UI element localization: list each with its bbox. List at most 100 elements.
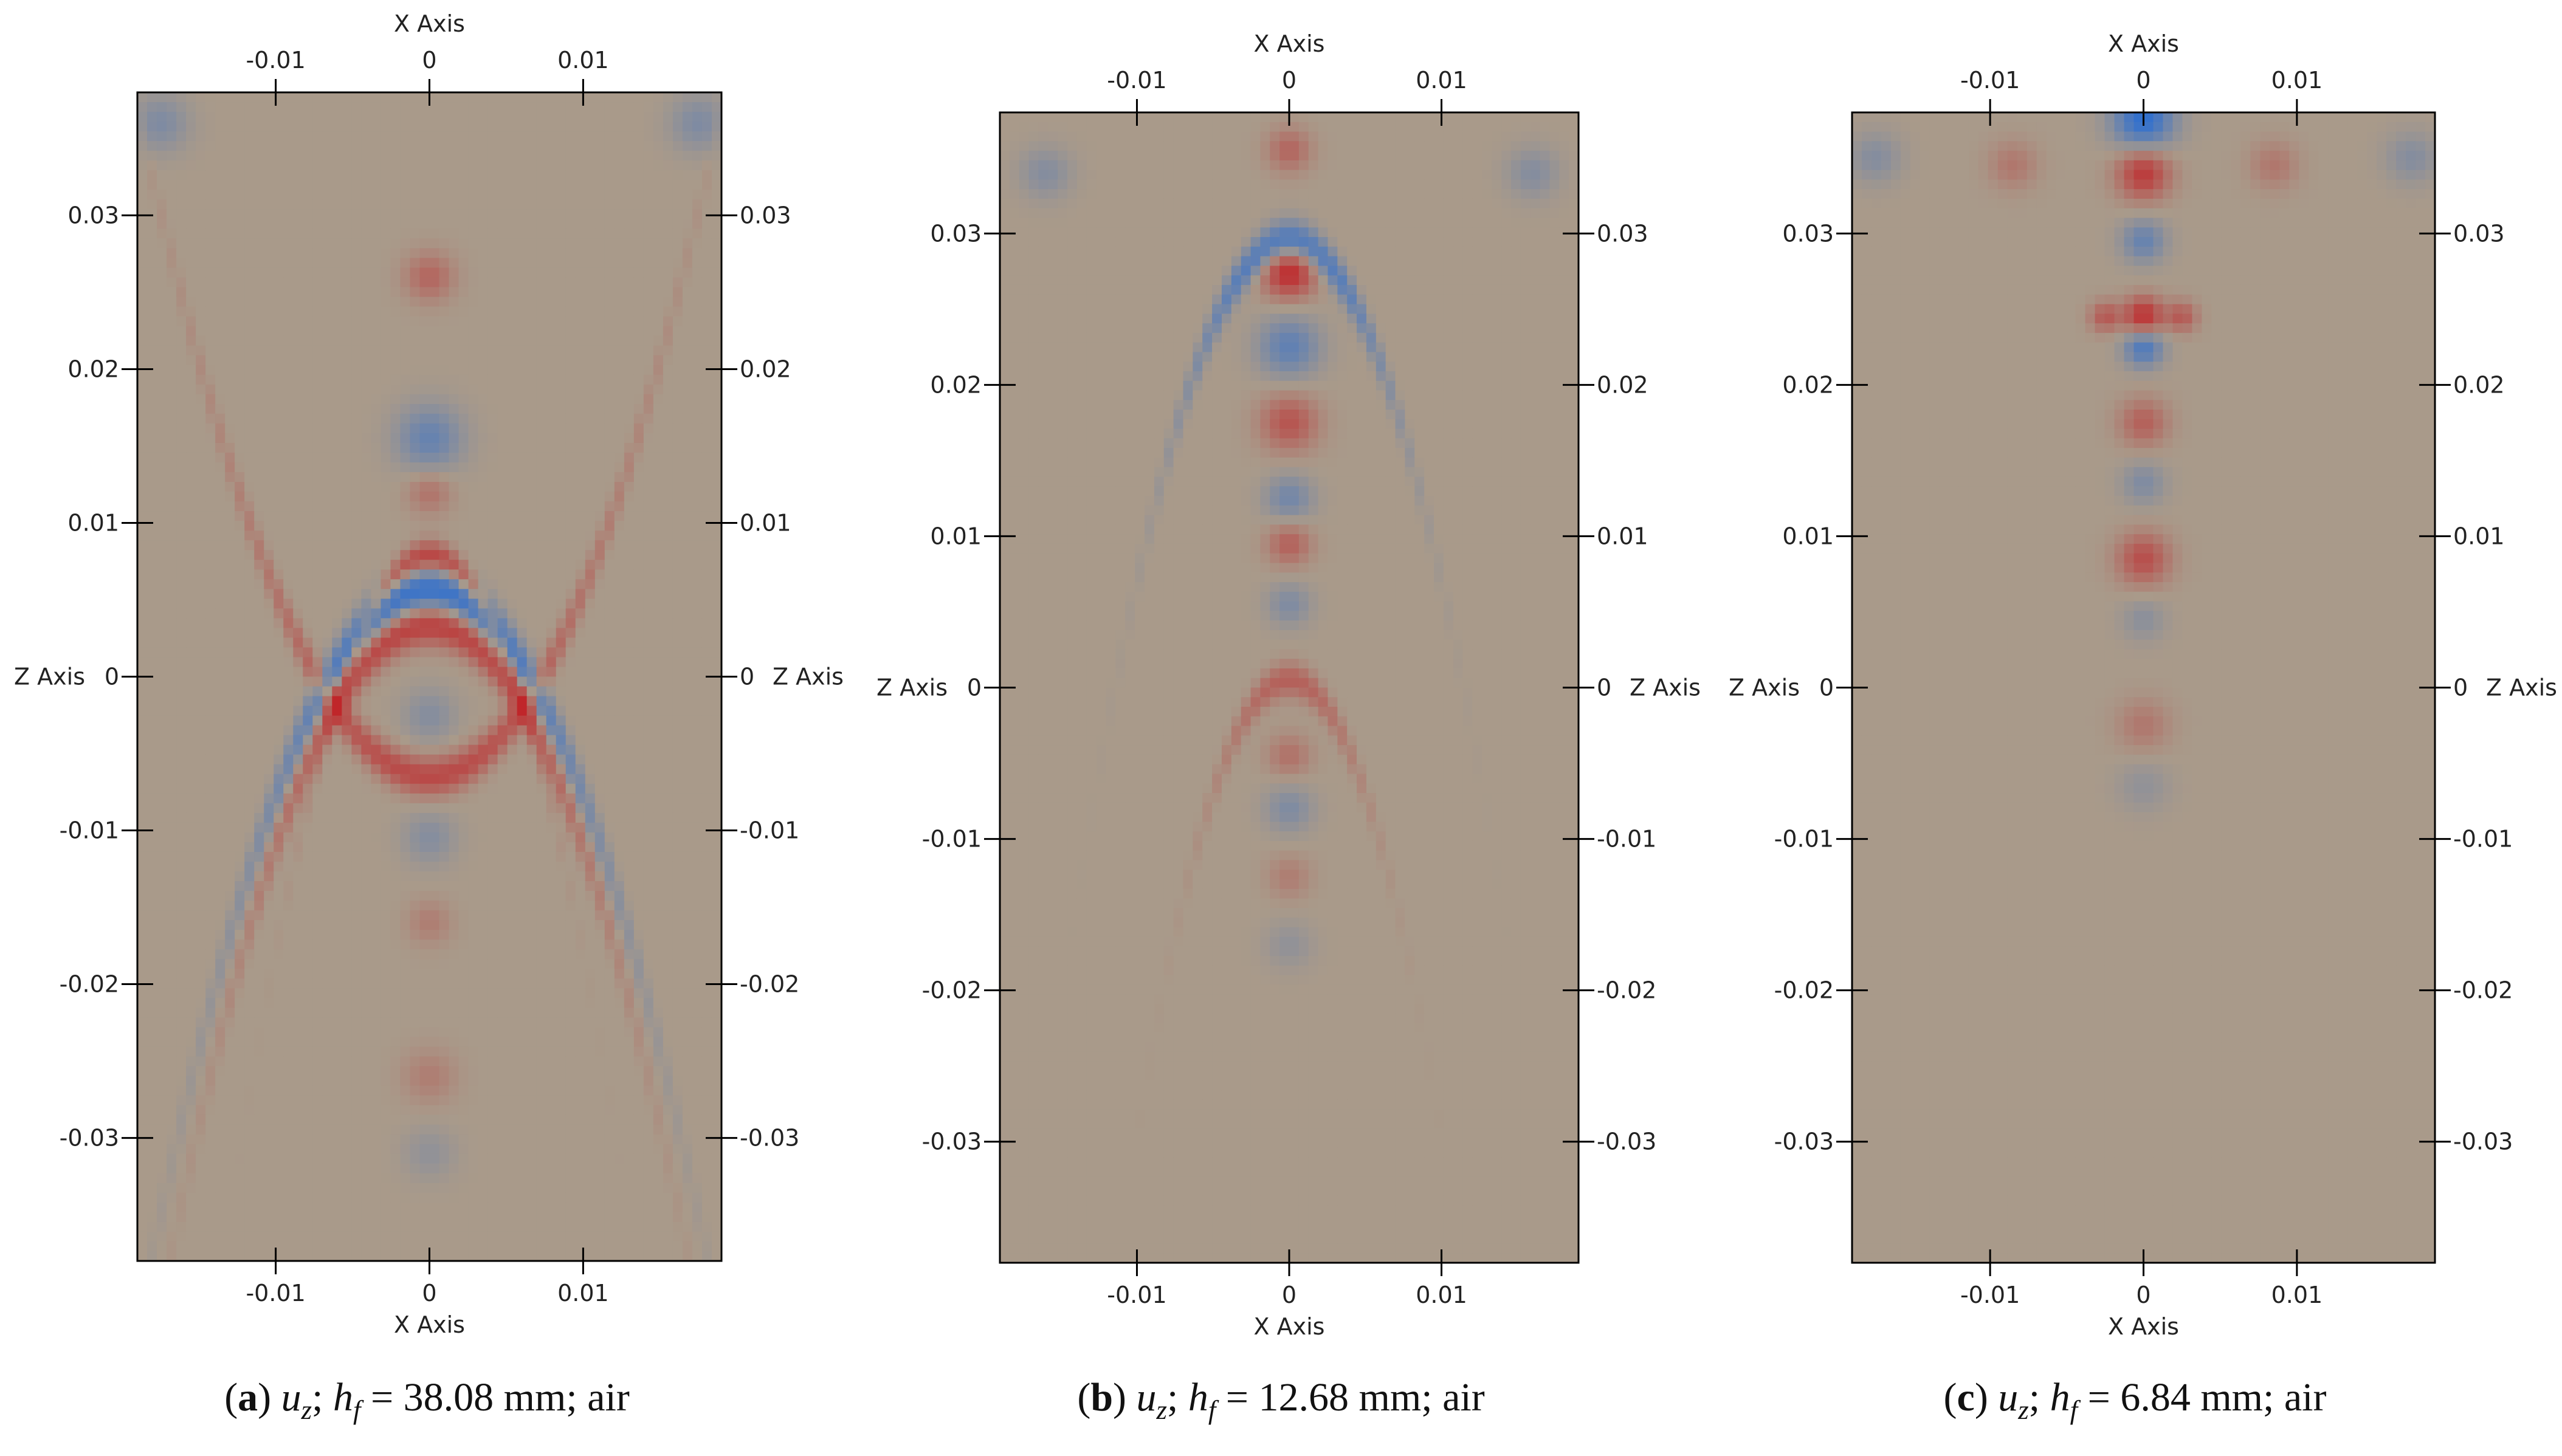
heatmap-cell (361, 686, 371, 697)
heatmap-cell (604, 686, 615, 697)
heatmap-cell (672, 403, 683, 414)
heatmap-cell (342, 492, 352, 502)
heatmap-cell (692, 511, 703, 521)
heatmap-cell (701, 560, 712, 570)
heatmap-cell (186, 891, 196, 901)
heatmap-cell (594, 413, 605, 424)
heatmap-cell (575, 891, 586, 901)
heatmap-cell (653, 335, 664, 346)
heatmap-cell (449, 131, 460, 142)
heatmap-cell (449, 316, 460, 327)
heatmap-cell (293, 744, 303, 755)
heatmap-cell (410, 297, 421, 307)
heatmap-cell (303, 492, 313, 502)
heatmap-cell (585, 287, 596, 298)
heatmap-cell (565, 871, 576, 882)
heatmap-cell (137, 589, 148, 599)
heatmap-cell (701, 783, 712, 794)
heatmap-cell (575, 452, 586, 463)
heatmap-cell (303, 628, 313, 639)
heatmap-cell (458, 423, 469, 434)
heatmap-cell (546, 374, 557, 385)
heatmap-cell (137, 715, 148, 726)
heatmap-cell (643, 209, 654, 219)
heatmap-cell (497, 316, 508, 327)
heatmap-cell (478, 521, 489, 531)
heatmap-cell (147, 550, 157, 560)
heatmap-cell (235, 365, 245, 376)
heatmap-cell (381, 735, 391, 746)
heatmap-cell (546, 735, 557, 746)
heatmap-cell (274, 326, 284, 337)
heatmap-cell (546, 725, 557, 736)
heatmap-cell (186, 521, 196, 531)
heatmap-cell (225, 442, 235, 453)
heatmap-cell (137, 219, 148, 229)
heatmap-cell (517, 589, 528, 599)
heatmap-cell (575, 462, 586, 473)
heatmap-cell (283, 774, 294, 785)
heatmap-cell (215, 725, 226, 736)
heatmap-cell (604, 238, 615, 249)
heatmap-cell (244, 326, 255, 337)
heatmap-cell (410, 891, 421, 901)
heatmap-cell (565, 403, 576, 414)
heatmap-cell (565, 355, 576, 366)
heatmap-cell (663, 540, 673, 551)
heatmap-cell (624, 160, 635, 171)
heatmap-cell (235, 335, 245, 346)
heatmap-cell (711, 492, 722, 502)
heatmap-cell (585, 365, 596, 376)
heatmap-cell (663, 589, 673, 599)
heatmap-cell (507, 822, 518, 833)
heatmap-cell (215, 686, 226, 697)
heatmap-cell (244, 102, 255, 112)
heatmap-cell (322, 433, 332, 444)
heatmap-cell (439, 228, 450, 239)
heatmap-cell (458, 706, 469, 716)
heatmap-cell (274, 608, 284, 619)
heatmap-cell (478, 131, 489, 142)
heatmap-cell (614, 394, 625, 405)
heatmap-cell (546, 306, 557, 317)
heatmap-cell (507, 190, 518, 200)
heatmap-cell (157, 812, 167, 823)
heatmap-cell (283, 696, 294, 707)
heatmap-cell (682, 112, 693, 122)
heatmap-cell (458, 151, 469, 161)
heatmap-cell (342, 647, 352, 658)
heatmap-cell (147, 326, 157, 337)
heatmap-cell (536, 199, 547, 210)
heatmap-cell (186, 871, 196, 882)
heatmap-cell (381, 579, 391, 589)
heatmap-cell (614, 812, 625, 823)
heatmap-cell (176, 657, 187, 668)
heatmap-cell (264, 715, 274, 726)
heatmap-cell (439, 151, 450, 161)
heatmap-cell (643, 589, 654, 599)
heatmap-cell (663, 267, 673, 278)
heatmap-cell (663, 686, 673, 697)
heatmap-cell (585, 433, 596, 444)
heatmap-cell (361, 442, 371, 453)
heatmap-cell (458, 783, 469, 794)
heatmap-cell (167, 287, 177, 298)
heatmap-cell (594, 579, 605, 589)
heatmap-cell (556, 345, 566, 356)
heatmap-cell (643, 160, 654, 171)
heatmap-cell (419, 706, 430, 716)
heatmap-cell (449, 589, 460, 599)
heatmap-cell (711, 413, 722, 424)
heatmap-cell (585, 326, 596, 337)
heatmap-cell (167, 102, 177, 112)
heatmap-cell (701, 618, 712, 628)
heatmap-cell (147, 676, 157, 687)
heatmap-cell (458, 550, 469, 560)
heatmap-cell (692, 122, 703, 132)
heatmap-cell (497, 501, 508, 512)
heatmap-cell (701, 725, 712, 736)
heatmap-cell (468, 803, 479, 814)
heatmap-cell (322, 394, 332, 405)
heatmap-cell (643, 851, 654, 862)
